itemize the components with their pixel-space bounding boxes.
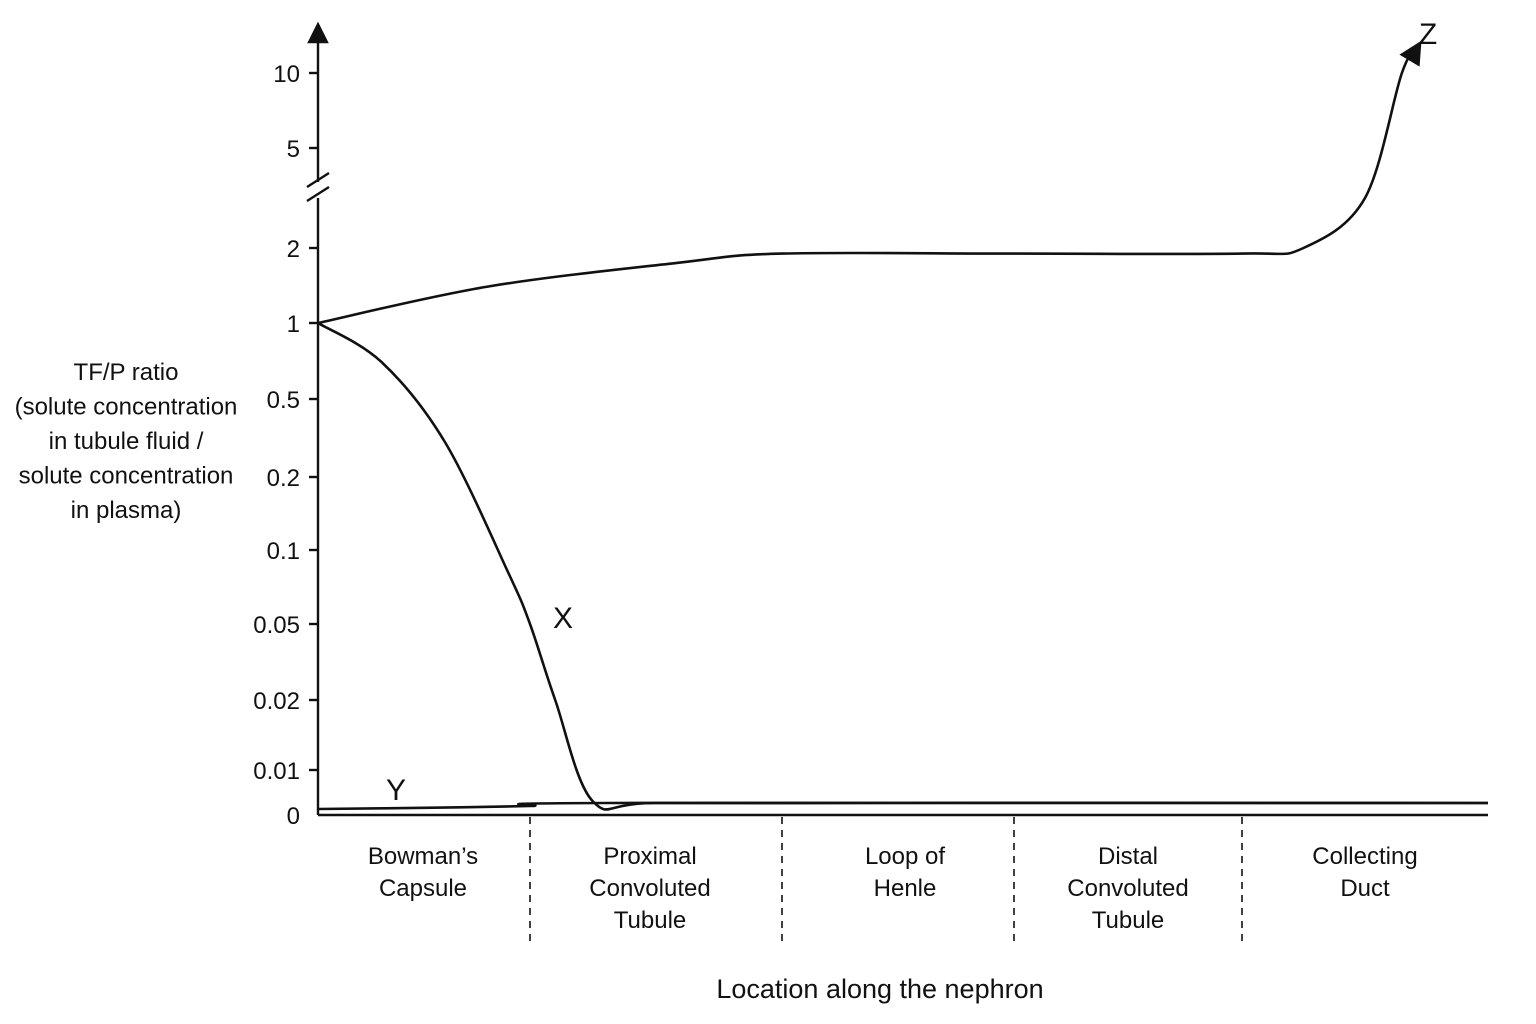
axes	[306, 21, 1488, 817]
y-axis-break-mark	[306, 171, 330, 203]
x-category-label: Proximal Convoluted Tubule	[589, 843, 710, 934]
y-tick-label: 0.05	[253, 612, 300, 639]
y-tick-label: 0.5	[267, 387, 300, 414]
y-tick-label: 0.1	[267, 538, 300, 565]
axis-labels: TF/P ratio (solute concentration in tubule…	[15, 359, 1044, 1004]
region-dividers	[529, 817, 1243, 942]
series-label-z: Z	[1419, 18, 1437, 51]
series-line-x	[317, 321, 1488, 811]
y-tick-label: 5	[287, 136, 300, 163]
y-tick-label: 1	[287, 311, 300, 338]
series-label-x: X	[553, 602, 573, 635]
y-axis-title: TF/P ratio (solute concentration in tubule…	[15, 359, 238, 524]
series-line-y	[317, 801, 1489, 811]
y-tick-label: 0.02	[253, 688, 300, 715]
y-tick-label: 0.01	[253, 758, 300, 785]
y-tick-label: 10	[273, 61, 300, 88]
series-curves: Z X Y	[317, 18, 1489, 811]
y-tick-label: 2	[287, 236, 300, 263]
y-tick-label: 0.2	[267, 465, 300, 492]
y-tick-label: 0	[287, 803, 300, 830]
x-category-label: Loop of Henle	[865, 843, 945, 902]
series-label-y: Y	[386, 774, 406, 807]
x-category-label: Collecting Duct	[1312, 843, 1417, 902]
x-axis-title: Location along the nephron	[716, 974, 1043, 1004]
x-category-labels: Bowman’s Capsule Proximal Convoluted Tubule L…	[368, 843, 1418, 934]
x-category-label: Bowman’s Capsule	[368, 843, 478, 902]
x-category-label: Distal Convoluted Tubule	[1067, 843, 1188, 934]
series-line-z	[317, 40, 1422, 325]
y-axis-ticks: 0 0.01 0.02 0.05 0.1 0.2 0.5 1 2 5 10	[253, 61, 318, 830]
